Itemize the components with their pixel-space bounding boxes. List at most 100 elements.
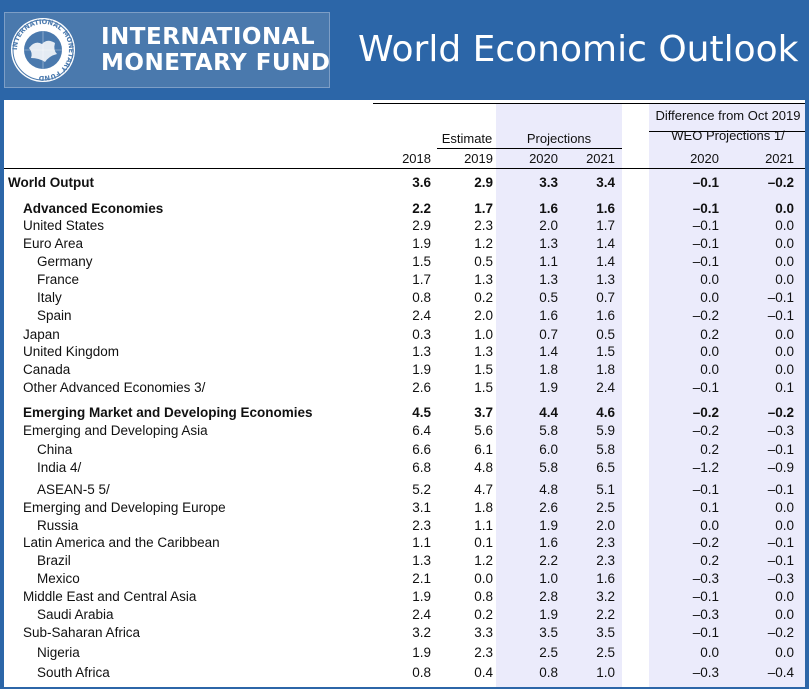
cell-value: 0.2	[700, 442, 719, 457]
cell-value: 0.5	[474, 254, 493, 269]
cell-value: –0.3	[692, 571, 719, 586]
estimate-header: Estimate	[441, 131, 493, 146]
cell-value: 1.5	[474, 362, 493, 377]
table-row: Germany 1.5 0.5 1.1 1.4 –0.1 0.0	[4, 253, 805, 271]
table-row: China 6.6 6.1 6.0 5.8 0.2 –0.1	[4, 441, 805, 459]
cell-value: 0.5	[539, 290, 558, 305]
cell-value: 2.6	[539, 500, 558, 515]
cell-value: –0.1	[767, 290, 794, 305]
row-label: Italy	[37, 290, 62, 305]
cell-value: 1.6	[539, 535, 558, 550]
cell-value: 2.0	[596, 518, 615, 533]
table-row: United Kingdom 1.3 1.3 1.4 1.5 0.0 0.0	[4, 343, 805, 361]
cell-value: 2.9	[412, 218, 431, 233]
cell-value: 0.0	[775, 272, 794, 287]
difference-header-line-1: Difference from Oct 2019	[655, 108, 801, 123]
cell-value: 1.7	[596, 218, 615, 233]
cell-value: 1.3	[539, 272, 558, 287]
cell-value: –0.1	[692, 625, 719, 640]
row-label: South Africa	[37, 665, 110, 680]
estimate-header-rule	[437, 148, 497, 149]
cell-value: 1.5	[474, 380, 493, 395]
cell-value: 2.6	[412, 380, 431, 395]
cell-value: 3.2	[412, 625, 431, 640]
cell-value: –1.2	[692, 460, 719, 475]
cell-value: 2.1	[412, 571, 431, 586]
cell-value: 2.9	[474, 175, 493, 190]
row-label: Emerging and Developing Asia	[23, 423, 208, 438]
cell-value: 2.4	[596, 380, 615, 395]
cell-value: –0.1	[692, 201, 719, 216]
table-row: India 4/6.8 4.8 5.8 6.5 –1.2 –0.9	[4, 459, 805, 477]
cell-value: 3.7	[474, 405, 493, 420]
year-header: 2020	[529, 151, 558, 166]
cell-value: 2.2	[596, 607, 615, 622]
cell-value: 1.3	[412, 344, 431, 359]
cell-value: –0.2	[767, 405, 794, 420]
cell-value: 2.3	[596, 535, 615, 550]
cell-value: 1.6	[539, 201, 558, 216]
table-row: Middle East and Central Asia 1.9 0.8 2.8 3.2…	[4, 588, 805, 606]
cell-value: –0.1	[692, 218, 719, 233]
year-header: 2020	[690, 151, 719, 166]
cell-value: 3.5	[539, 625, 558, 640]
cell-value: 5.1	[596, 482, 615, 497]
cell-value: 1.4	[539, 344, 558, 359]
cell-value: 6.1	[474, 442, 493, 457]
cell-value: 3.5	[596, 625, 615, 640]
cell-value: 6.0	[539, 442, 558, 457]
cell-value: –0.2	[692, 535, 719, 550]
year-header: 2021	[586, 151, 615, 166]
cell-value: 0.0	[775, 500, 794, 515]
table-row: France 1.7 1.3 1.3 1.3 0.0 0.0	[4, 271, 805, 289]
cell-value: 1.1	[474, 518, 493, 533]
difference-header-line-2: WEO Projections 1/	[671, 128, 785, 143]
cell-value: 0.8	[539, 665, 558, 680]
row-label: United Kingdom	[23, 344, 120, 359]
cell-value: 2.5	[596, 500, 615, 515]
cell-value: 0.0	[700, 344, 719, 359]
cell-value: 2.0	[539, 218, 558, 233]
cell-value: 2.5	[539, 645, 558, 660]
cell-value: 0.2	[700, 327, 719, 342]
table-row: Emerging and Developing Asia 6.4 5.6 5.8 5.9…	[4, 422, 805, 440]
cell-value: –0.2	[767, 175, 794, 190]
cell-value: 2.3	[596, 553, 615, 568]
cell-value: 1.9	[539, 607, 558, 622]
row-label: Japan	[23, 327, 60, 342]
table-row: Japan 0.3 1.0 0.7 0.5 0.2 0.0	[4, 326, 805, 344]
cell-value: 2.2	[539, 553, 558, 568]
cell-value: 6.5	[596, 460, 615, 475]
cell-value: –0.1	[692, 175, 719, 190]
table-row: World Output 3.6 2.9 3.3 3.4 –0.1 –0.2	[4, 174, 805, 192]
cell-value: 0.2	[474, 607, 493, 622]
cell-value: –0.1	[692, 254, 719, 269]
table-row: Brazil 1.3 1.2 2.2 2.3 0.2 –0.1	[4, 552, 805, 570]
table-row: Latin America and the Caribbean 1.1 0.1 1.6…	[4, 534, 805, 552]
imf-seal-icon: INTERNATIONAL MONETARY FUND	[11, 18, 75, 82]
cell-value: –0.2	[767, 625, 794, 640]
cell-value: –0.2	[692, 308, 719, 323]
cell-value: –0.1	[692, 482, 719, 497]
cell-value: 1.4	[596, 254, 615, 269]
cell-value: 0.8	[412, 665, 431, 680]
org-line-2: MONETARY FUND	[101, 50, 331, 76]
cell-value: 0.3	[412, 327, 431, 342]
cell-value: 0.0	[700, 272, 719, 287]
cell-value: 0.0	[474, 571, 493, 586]
cell-value: –0.2	[692, 405, 719, 420]
top-rule	[373, 103, 805, 104]
row-label: Mexico	[37, 571, 80, 586]
cell-value: 1.2	[474, 236, 493, 251]
row-label: Canada	[23, 362, 71, 377]
table-row: South Africa 0.8 0.4 0.8 1.0 –0.3 –0.4	[4, 664, 805, 682]
cell-value: 6.6	[412, 442, 431, 457]
cell-value: 0.0	[775, 254, 794, 269]
cell-value: –0.1	[767, 308, 794, 323]
cell-value: 1.9	[412, 589, 431, 604]
cell-value: –0.3	[767, 571, 794, 586]
cell-value: 6.4	[412, 423, 431, 438]
cell-value: –0.3	[692, 607, 719, 622]
cell-value: 4.6	[596, 405, 615, 420]
cell-value: 0.0	[775, 344, 794, 359]
